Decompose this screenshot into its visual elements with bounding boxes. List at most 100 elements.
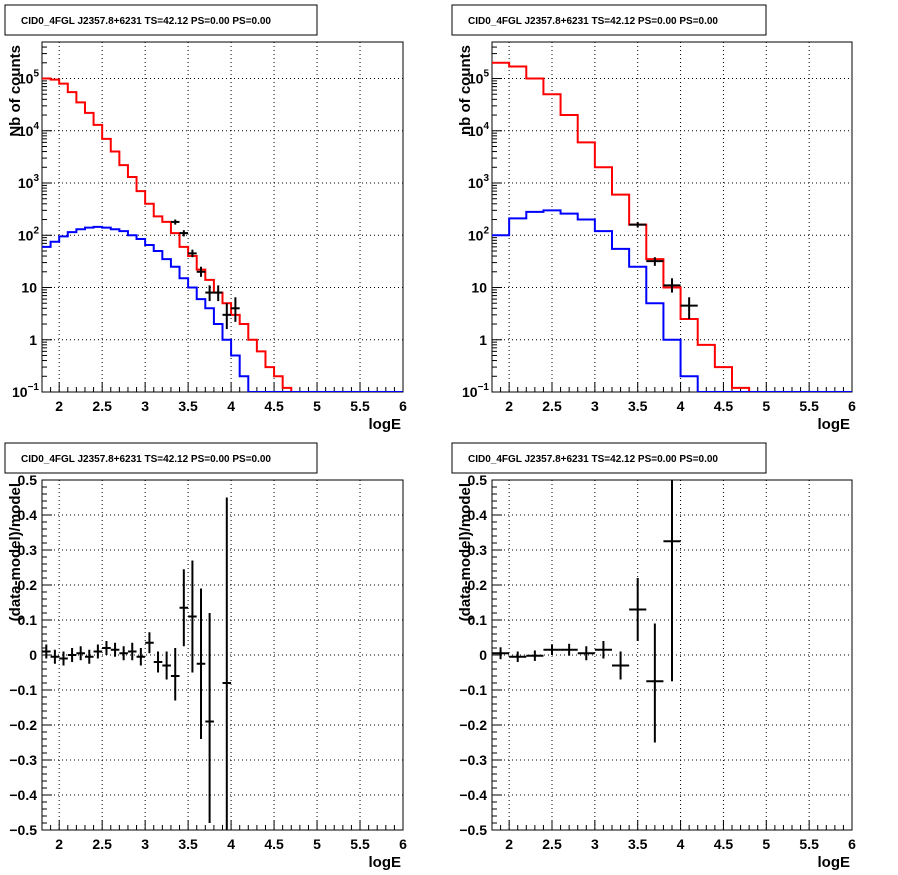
data-point [136,648,146,666]
model-total-histogram [492,61,852,392]
y-tick-base: 10 [18,175,34,191]
y-tick-exponent: 4 [483,121,489,132]
model-total-histogram [42,77,403,392]
panel-title-box [4,4,318,36]
panel-title-box [451,442,767,474]
plot-area [42,77,403,392]
y-tick-exponent: 3 [483,173,489,184]
data-point [646,257,664,266]
y-tick-label: 0.2 [468,577,488,593]
data-point [153,651,163,673]
data-point [205,613,214,823]
y-tick-exponent: 3 [33,173,39,184]
data-point [102,641,111,655]
y-tick-base: 10 [468,123,484,139]
data-point [84,649,94,664]
y-tick-label: 1 [479,332,487,348]
y-tick-exponent: 4 [33,121,39,132]
y-tick-base: 10 [468,71,484,87]
data-point [127,642,137,661]
counts-panel-right: CID0_4FGL J2357.8+6231 TS=42.12 PS=0.00 … [451,4,856,433]
y-axis-label: nb of counts [457,45,474,135]
residual-panel-left: CID0_4FGL J2357.8+6231 TS=42.12 PS=0.00 … [4,442,407,871]
y-tick-base: 10 [18,71,34,87]
x-tick-label: 4 [227,398,235,414]
data-point [222,303,232,330]
x-tick-label: 4 [677,836,685,852]
y-tick-label: 10−1 [462,382,489,400]
x-tick-label: 4.5 [714,398,734,414]
axes: 2 2.5 3 3.5 4 4.5 5 5.5 6 −0.5 −0.4 −0.3 −0.2 −0.1 0 0.… [9,472,407,852]
x-tick-label: 5 [762,398,770,414]
data-point [50,649,60,664]
y-tick-label: 0.5 [18,472,38,488]
y-tick-label: 0.1 [468,612,488,628]
data-point [179,230,189,237]
y-tick-label: 105 [18,69,40,87]
data-points [492,480,681,743]
x-tick-label: 6 [399,836,407,852]
x-tick-label: 3 [591,836,599,852]
x-tick-label: 3 [591,398,599,414]
x-tick-label: 5.5 [799,398,819,414]
y-tick-label: −0.5 [9,822,37,838]
x-tick-label: 2 [505,398,513,414]
axes: 2 2.5 3 3.5 4 4.5 5 5.5 6 −0.5 −0.4 −0.3 −0.2 −0.1 0 0.… [459,472,856,852]
y-tick-label: 0.1 [18,612,38,628]
data-point [42,644,51,659]
data-point [543,644,561,655]
data-point [560,643,578,656]
y-tick-label: 0.2 [18,577,38,593]
y-tick-label: −0.3 [459,752,487,768]
data-point [188,560,197,673]
y-tick-label: −0.2 [9,717,37,733]
y-tick-label: 0.5 [468,472,488,488]
x-tick-label: 6 [399,398,407,414]
x-tick-label: 2.5 [542,836,562,852]
data-point [680,297,698,319]
y-tick-label: 0 [479,647,487,663]
data-point [526,650,544,661]
data-points [629,221,698,319]
y-tick-label: 103 [18,173,40,191]
y-tick-label: 0.3 [18,542,38,558]
y-tick-exponent: 2 [483,225,489,236]
x-tick-label: 4 [227,836,235,852]
y-tick-label: 10−1 [12,382,39,400]
x-tick-label: 2 [505,836,513,852]
x-tick-label: 2.5 [92,398,112,414]
panel-title: CID0_4FGL J2357.8+6231 TS=42.12 PS=0.00 … [21,16,271,27]
data-point [629,221,647,228]
data-point [577,646,595,661]
data-points [170,219,240,330]
y-tick-label: −0.3 [9,752,37,768]
data-point [492,647,510,660]
x-tick-label: 4.5 [264,398,284,414]
data-points [42,497,232,830]
panel-title-box [4,442,318,474]
grid [42,480,403,830]
x-tick-label: 5.5 [799,836,819,852]
model-source-histogram [42,225,403,392]
y-tick-label: 1 [29,332,37,348]
data-point [93,644,103,659]
y-tick-exponent: −1 [478,382,490,393]
data-point [222,497,232,830]
x-tick-label: 3.5 [178,836,198,852]
x-tick-label: 2.5 [92,836,112,852]
y-tick-base: 10 [18,123,34,139]
y-tick-label: 105 [468,69,490,87]
y-axis-label: (data-model)/model [7,483,24,621]
panel-title: CID0_4FGL J2357.8+6231 TS=42.12 PS=0.00 … [21,454,271,465]
x-tick-label: 5 [762,836,770,852]
data-point [509,651,527,662]
x-tick-label: 5 [313,836,321,852]
data-point [110,642,120,657]
y-tick-base: 10 [468,227,484,243]
data-point [205,285,214,302]
data-point [59,651,68,666]
y-tick-label: −0.1 [459,682,487,698]
y-tick-exponent: 5 [483,69,489,80]
x-tick-label: 2 [55,398,63,414]
